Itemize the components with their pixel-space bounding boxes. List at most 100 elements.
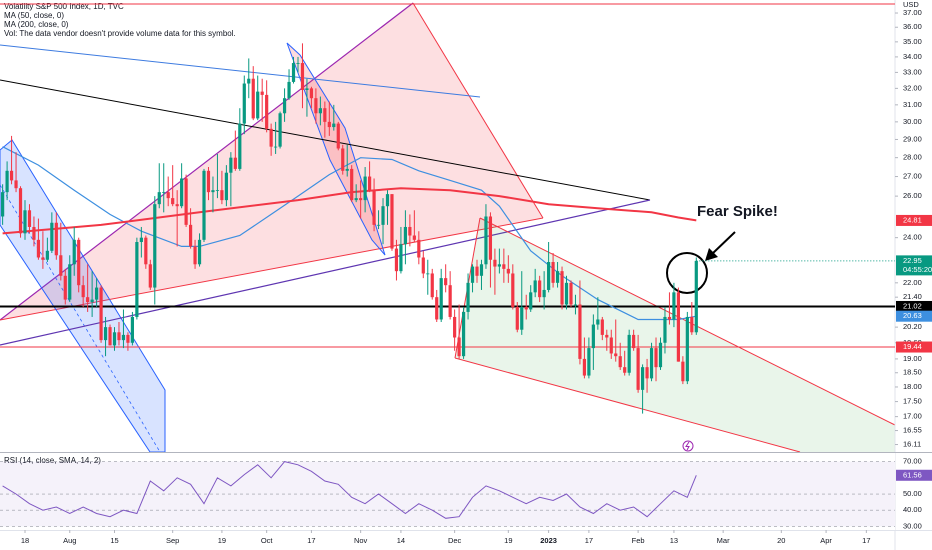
candle-body [282,98,287,114]
candle-body [596,319,600,325]
candle-body [68,264,72,300]
price-tag-label: 24.81 [903,215,922,224]
candle-body [609,337,613,354]
rsi-title: RSI (14, close, SMA, 14, 2) [4,456,101,465]
candle-body [582,358,587,376]
candle-body [573,304,578,306]
candle-body [336,123,340,149]
channel-edge [454,357,801,453]
candle-body [470,266,475,283]
candle-body [50,222,54,251]
candle-body [193,246,197,265]
candle-body [426,273,430,275]
ma-line [2,146,697,321]
candle-body [345,168,349,171]
candle-body [367,176,372,191]
candle-body [188,224,193,247]
candle-body [560,271,564,305]
candle-body [623,367,627,373]
x-tick-label: 14 [397,536,405,545]
candle-body [157,192,161,205]
candle-body [435,297,439,320]
y-tick-label: 22.00 [903,278,922,287]
candle-body [538,280,542,298]
event-icon [685,441,690,451]
candle-body [90,299,94,303]
candle-body [569,282,573,305]
y-tick-label: 17.00 [903,412,922,421]
y-tick-label: 27.00 [903,172,922,181]
candle-body [408,226,412,236]
price-tag [896,255,932,276]
price-tag [896,341,932,353]
candle-body [86,297,90,303]
candle-body [676,292,680,362]
rsi-tag-label: 61.56 [903,470,922,479]
candle-body [453,316,457,338]
candle-body [103,327,108,341]
price-tag-label: 20.63 [903,311,922,320]
candle-body [497,264,501,267]
y-tick-label: 29.00 [903,134,922,143]
channel-mid [0,184,161,453]
y-tick-label: 26.00 [903,191,922,200]
candle-body [466,282,470,312]
candle-body [667,316,672,320]
candle-body [600,319,604,335]
trend-line [0,199,651,346]
candle-body [126,334,130,343]
candle-body [184,178,188,225]
candle-body [274,146,278,148]
candle-body [542,289,546,298]
candle-body [591,324,595,349]
candle-body [148,264,152,288]
y-tick-label: 30.00 [903,117,922,126]
x-tick-label: 17 [585,536,593,545]
candle-body [220,190,224,201]
candle-body [385,194,390,207]
price-tag-label: 19.44 [903,342,922,351]
candle-body [77,239,81,286]
y-tick-label: 33.00 [903,67,922,76]
candle-body [305,88,309,90]
price-tag [896,214,932,226]
candle-body [551,262,555,283]
trend-line [0,44,481,98]
x-tick-label: 2023 [540,536,557,545]
note: Vol: The data vendor doesn't provide vol… [4,29,236,38]
candle-body [605,334,609,338]
candle-body [233,157,237,169]
y-tick-label: 31.00 [903,100,922,109]
arrow-head [705,248,718,261]
candle-body [376,224,381,226]
candle-body [238,123,242,169]
candle-body [224,172,228,201]
candle-body [251,78,255,119]
y-tick-label: 28.00 [903,153,922,162]
candle-body [211,190,215,193]
candle-body [524,306,528,310]
x-tick-label: 17 [307,536,315,545]
rsi-tag [896,469,932,481]
candle-body [439,278,443,320]
candle-body [690,316,694,333]
rsi-line [2,461,697,519]
candle-body [350,168,354,201]
candle-body [108,327,112,346]
candle-body [175,204,179,207]
price-tag [896,300,932,312]
candle-body [63,275,67,300]
x-tick-label: Oct [261,536,274,545]
candle-body [421,257,425,274]
x-tick-label: 13 [670,536,678,545]
candle-body [323,108,327,122]
x-tick-label: Feb [632,536,645,545]
candle-body [180,178,184,207]
candle-body [587,348,591,376]
y-tick-label: 18.50 [903,368,922,377]
candle-body [1,192,5,217]
candle-body [672,292,676,320]
candle-body [153,204,157,288]
candle-body [515,306,519,330]
candle-body [658,342,663,368]
